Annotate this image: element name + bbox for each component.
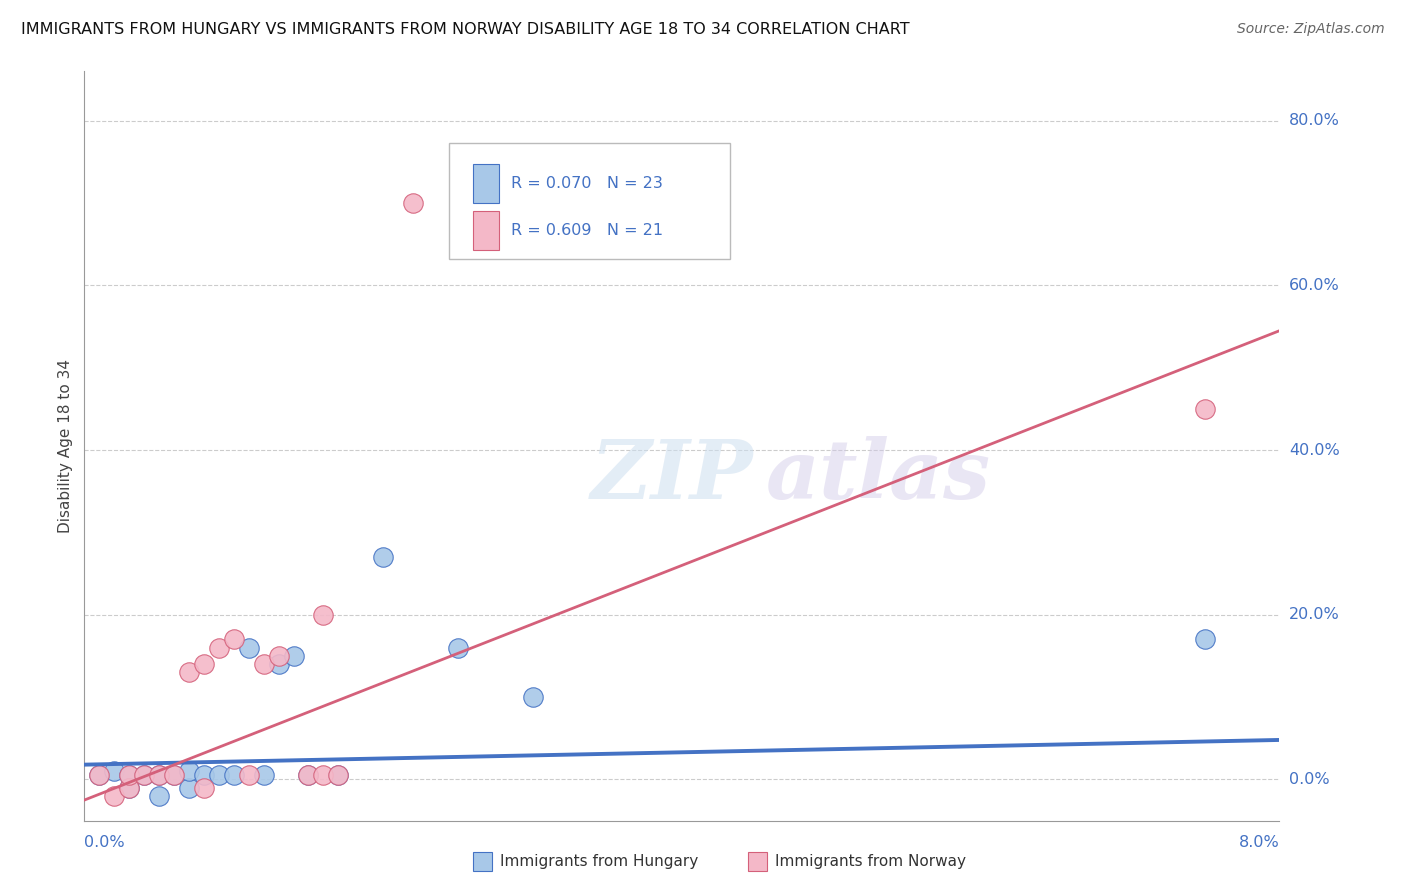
Text: Immigrants from Hungary: Immigrants from Hungary	[501, 854, 699, 869]
Text: atlas: atlas	[766, 436, 991, 516]
Text: R = 0.609   N = 21: R = 0.609 N = 21	[510, 224, 664, 238]
Text: 0.0%: 0.0%	[1289, 772, 1330, 787]
Text: 20.0%: 20.0%	[1289, 607, 1340, 623]
Text: IMMIGRANTS FROM HUNGARY VS IMMIGRANTS FROM NORWAY DISABILITY AGE 18 TO 34 CORREL: IMMIGRANTS FROM HUNGARY VS IMMIGRANTS FR…	[21, 22, 910, 37]
FancyBboxPatch shape	[472, 164, 499, 202]
Text: R = 0.070   N = 23: R = 0.070 N = 23	[510, 176, 662, 191]
Text: 60.0%: 60.0%	[1289, 278, 1340, 293]
Text: ZIP: ZIP	[591, 436, 754, 516]
FancyBboxPatch shape	[472, 852, 492, 871]
Text: 8.0%: 8.0%	[1239, 836, 1279, 850]
Text: 80.0%: 80.0%	[1289, 113, 1340, 128]
Text: Source: ZipAtlas.com: Source: ZipAtlas.com	[1237, 22, 1385, 37]
FancyBboxPatch shape	[472, 211, 499, 251]
Text: 40.0%: 40.0%	[1289, 442, 1340, 458]
Text: Immigrants from Norway: Immigrants from Norway	[775, 854, 966, 869]
FancyBboxPatch shape	[748, 852, 766, 871]
FancyBboxPatch shape	[449, 143, 730, 259]
Y-axis label: Disability Age 18 to 34: Disability Age 18 to 34	[58, 359, 73, 533]
Text: 0.0%: 0.0%	[84, 836, 125, 850]
